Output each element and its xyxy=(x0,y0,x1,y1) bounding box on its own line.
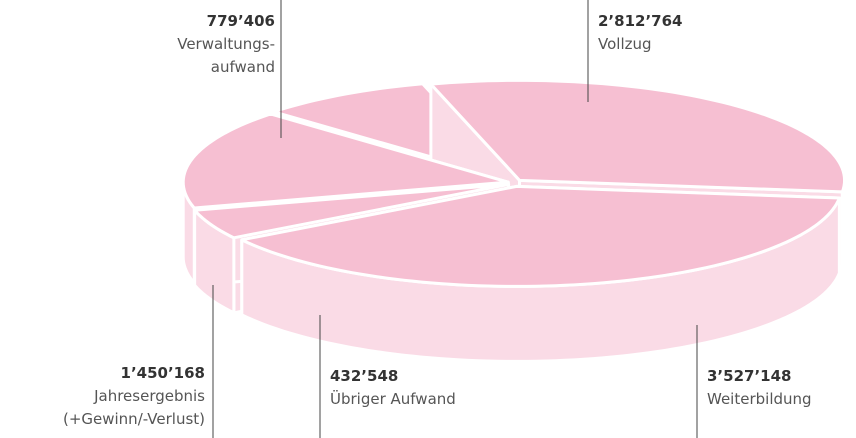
slice-label: 3’527’148 Weiterbildung xyxy=(707,365,812,411)
value-label: 432’548 xyxy=(330,367,399,385)
category-label: Verwaltungs- aufwand xyxy=(177,35,275,76)
value-label: 2’812’764 xyxy=(598,12,683,30)
category-label: Übriger Aufwand xyxy=(330,390,456,408)
slice-label: 2’812’764 Vollzug xyxy=(598,10,682,56)
slice-label: 779’406 Verwaltungs- aufwand xyxy=(177,10,275,79)
slice xyxy=(240,184,841,363)
slice-top xyxy=(181,112,510,210)
value-label: 3’527’148 xyxy=(707,367,792,385)
category-label: Weiterbildung xyxy=(707,390,812,408)
slice-label: 1’450’168 Jahresergebnis (+Gewinn/-Verlus… xyxy=(63,362,205,431)
category-label: Vollzug xyxy=(598,35,652,53)
value-label: 779’406 xyxy=(206,12,275,30)
slice-top xyxy=(429,78,847,194)
slice-top xyxy=(193,182,511,240)
category-label: Jahresergebnis (+Gewinn/-Verlust) xyxy=(62,387,205,428)
slice-top xyxy=(240,184,841,288)
value-label: 1’450’168 xyxy=(120,364,205,382)
slice-label: 432’548 Übriger Aufwand xyxy=(330,365,456,411)
